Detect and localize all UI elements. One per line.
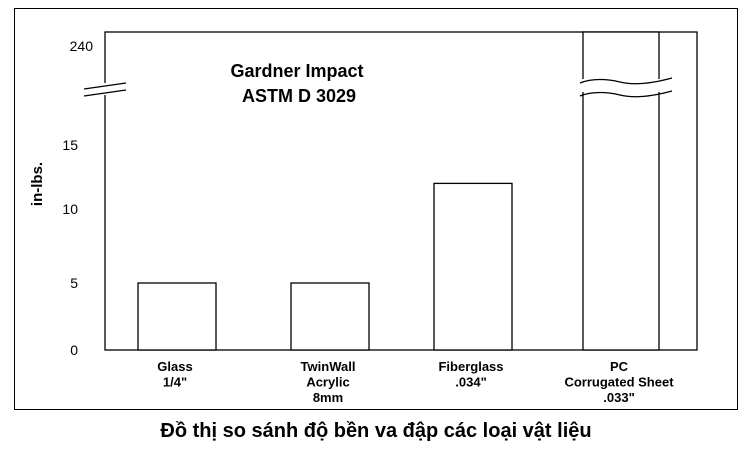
y-tick-label: 5 xyxy=(70,275,78,291)
x-tick-label: 1/4" xyxy=(163,375,187,390)
bar-break-line xyxy=(579,77,673,85)
x-tick-label: 8mm xyxy=(313,390,343,405)
y-axis-label: in-lbs. xyxy=(29,162,46,206)
chart-title: Gardner Impact xyxy=(230,61,363,81)
x-tick-label: Glass xyxy=(157,359,192,374)
axis-break-line xyxy=(83,89,127,97)
bar xyxy=(433,182,513,351)
x-tick-label: Fiberglass xyxy=(438,359,503,374)
y-tick-label: 0 xyxy=(70,342,78,358)
y-tick-label: 15 xyxy=(62,137,78,153)
plot-area xyxy=(104,31,698,351)
bar xyxy=(290,282,370,351)
chart-frame xyxy=(14,8,738,410)
bar xyxy=(137,282,217,351)
y-tick-label: 240 xyxy=(70,38,94,54)
bar-break-line xyxy=(579,90,673,98)
x-tick-label: TwinWall xyxy=(301,359,356,374)
figure-caption: Đồ thị so sánh độ bền va đập các loại vậ… xyxy=(160,420,592,442)
x-tick-label: Acrylic xyxy=(306,375,349,390)
x-tick-label: .033" xyxy=(603,390,634,405)
chart-subtitle: ASTM D 3029 xyxy=(242,86,356,106)
x-tick-label: Corrugated Sheet xyxy=(564,375,674,390)
axis-break-line xyxy=(83,82,127,90)
y-tick-label: 10 xyxy=(62,201,78,217)
x-tick-label: .034" xyxy=(455,375,486,390)
x-tick-label: PC xyxy=(610,359,629,374)
